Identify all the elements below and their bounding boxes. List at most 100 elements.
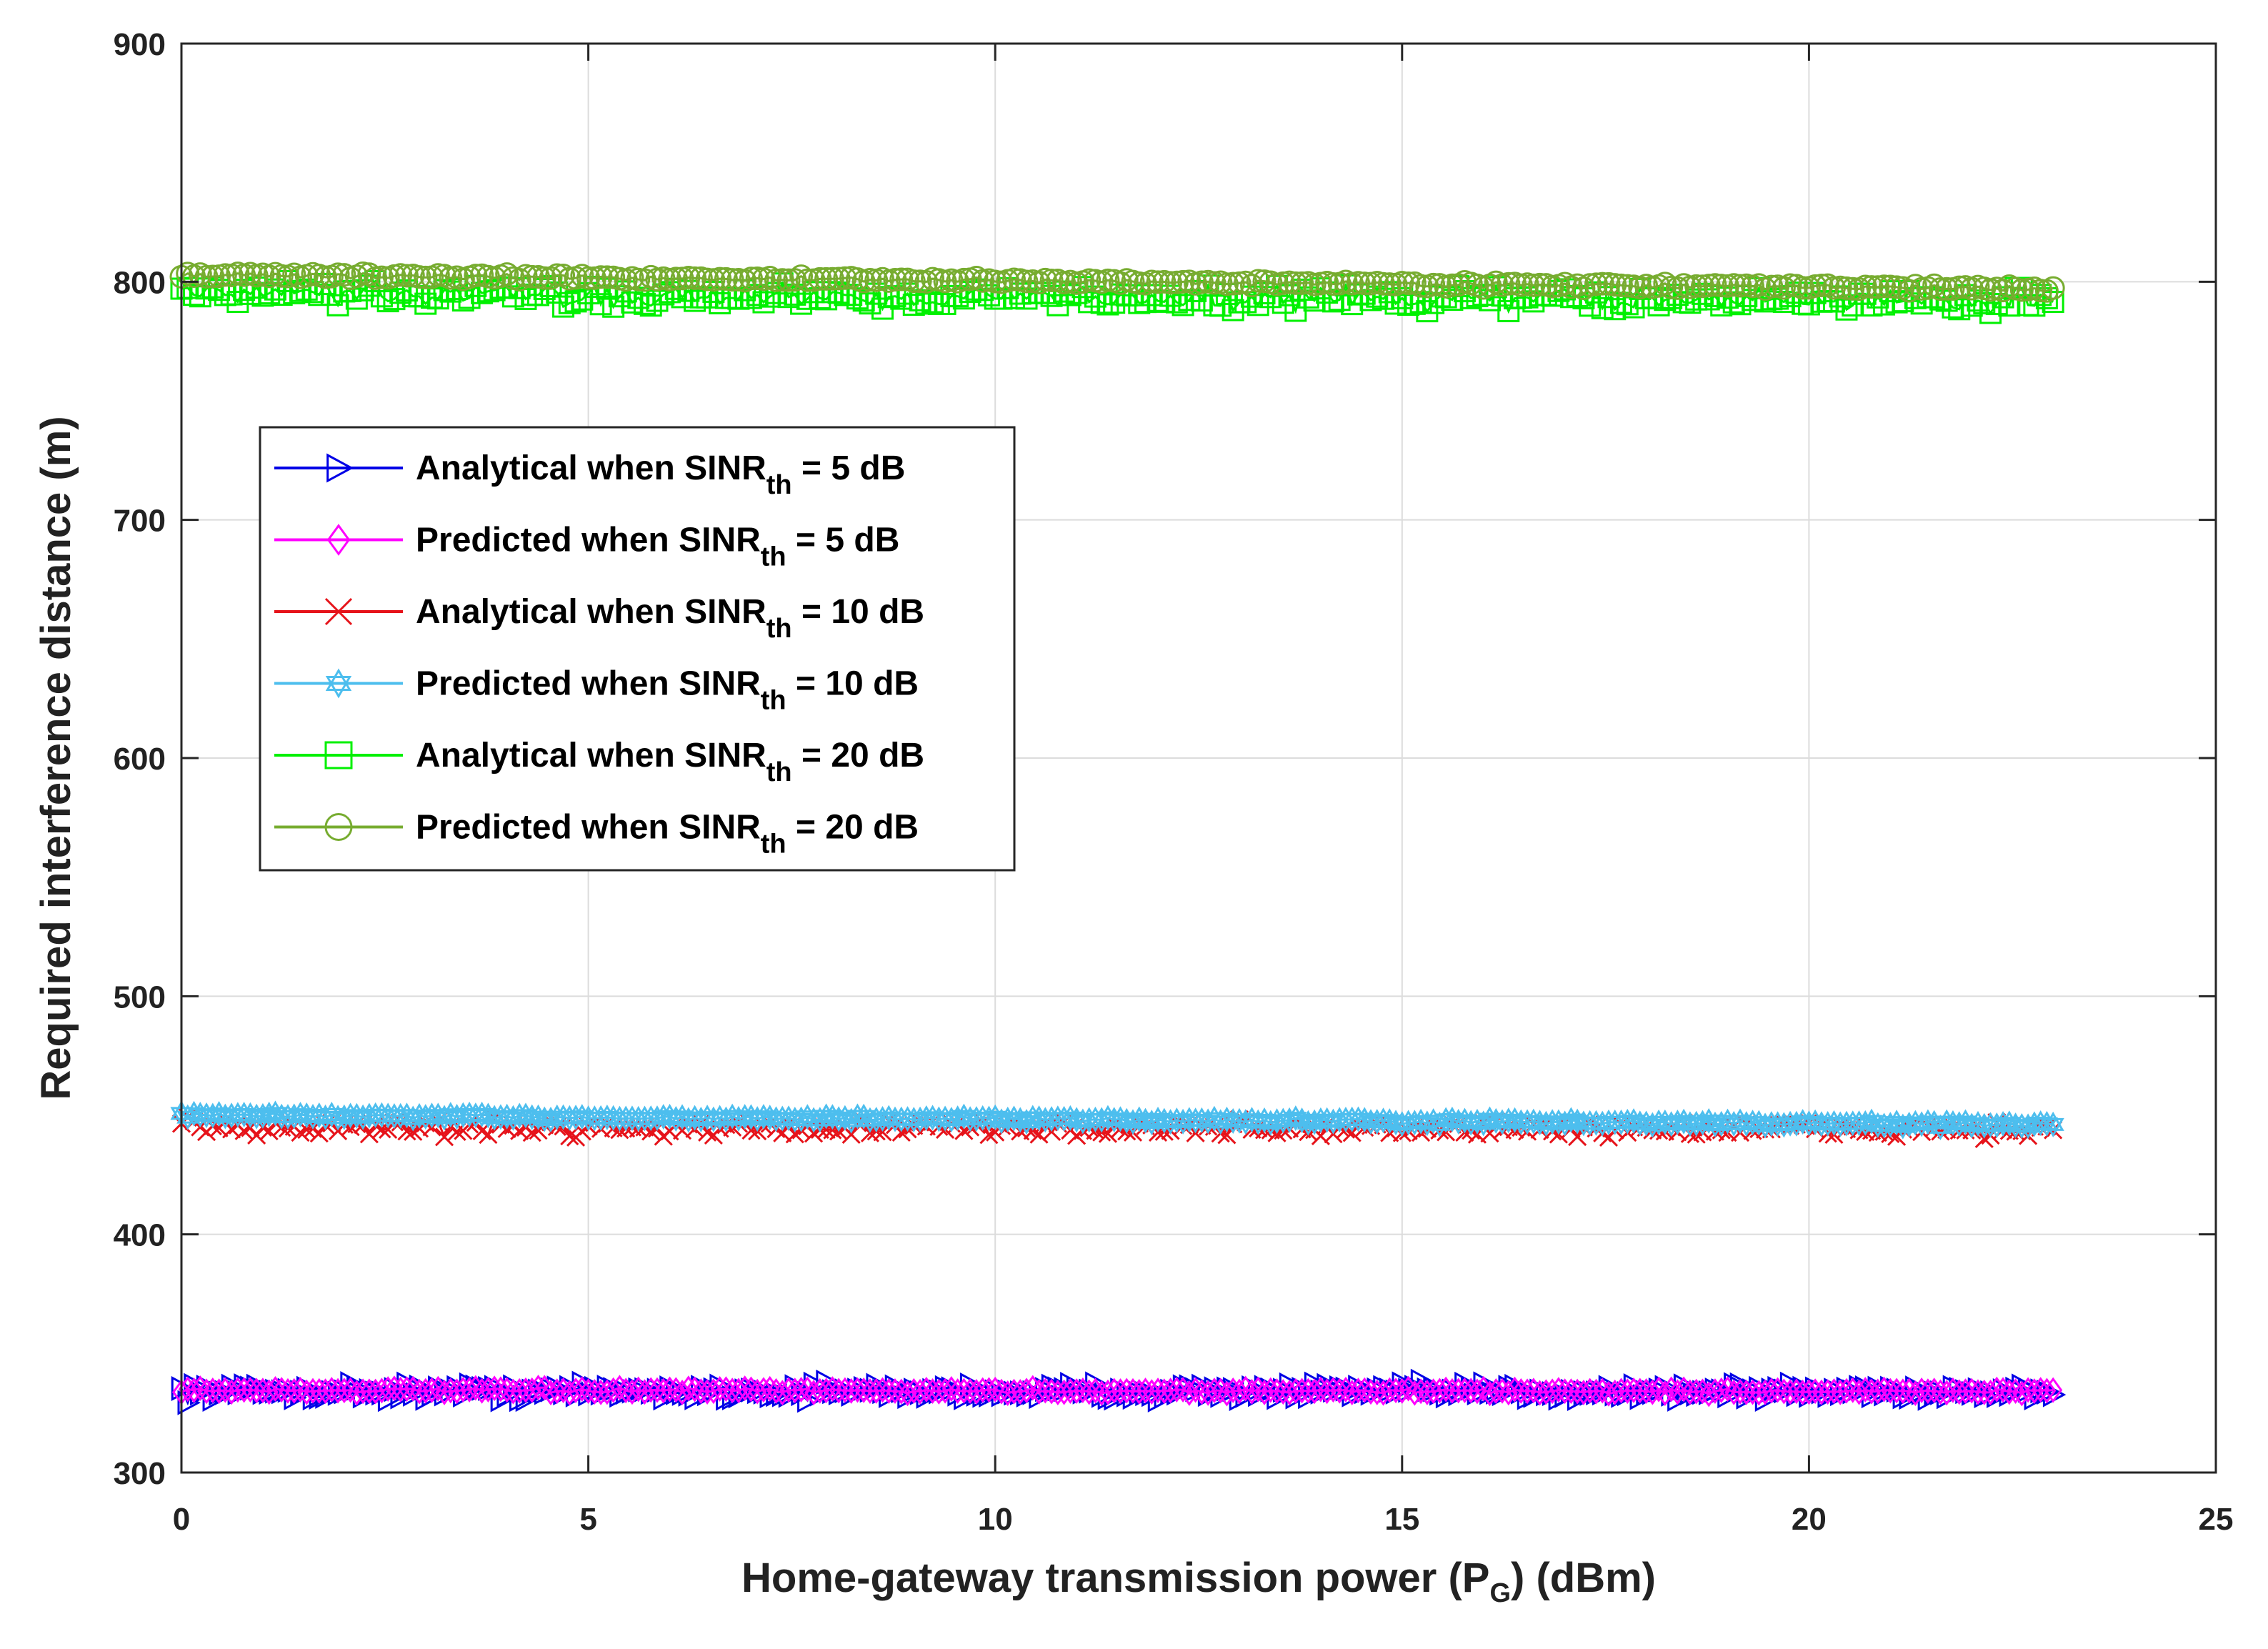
data-point	[1512, 1378, 1531, 1404]
data-point	[216, 1377, 235, 1403]
data-point	[1467, 1378, 1487, 1405]
data-point	[234, 1377, 254, 1403]
data-point	[1887, 1378, 1907, 1404]
data-point	[334, 1378, 354, 1404]
data-point	[783, 268, 807, 292]
data-point	[526, 1110, 550, 1130]
data-point	[2037, 1378, 2057, 1404]
data-point	[1591, 297, 1614, 319]
legend-label-main: Analytical when SINR	[416, 737, 766, 774]
data-point	[324, 741, 353, 769]
data-point	[176, 1104, 199, 1124]
data-point	[940, 1107, 963, 1127]
data-point	[1649, 1376, 1669, 1403]
data-point	[1405, 1380, 1424, 1406]
data-point	[332, 263, 356, 287]
data-point	[952, 1110, 975, 1130]
axis-ticks: 0 5 10 15 20 25 300 400 500 600 700 800 900	[114, 27, 2234, 1537]
data-point	[264, 1107, 287, 1127]
data-point	[1259, 286, 1282, 309]
data-point	[1061, 1378, 1080, 1404]
data-point	[1991, 279, 2015, 303]
data-point	[404, 1375, 423, 1402]
data-point	[1016, 1378, 1036, 1404]
data-point	[395, 279, 418, 302]
data-point	[1885, 1116, 1908, 1136]
data-point	[1935, 289, 1958, 312]
y-tick-label: 900	[114, 27, 166, 62]
y-tick-label: 300	[114, 1456, 166, 1491]
data-point	[1361, 1379, 1381, 1405]
data-point	[1987, 1376, 2007, 1403]
data-point	[439, 280, 462, 303]
data-point	[414, 292, 437, 315]
data-point	[326, 294, 349, 317]
data-point	[986, 1376, 1005, 1403]
data-point	[1522, 1115, 1545, 1135]
data-point	[552, 295, 575, 318]
data-point	[1286, 1378, 1305, 1404]
data-point	[1624, 1377, 1644, 1403]
data-point	[1874, 1376, 1894, 1403]
data-point	[1071, 1108, 1094, 1128]
data-point	[397, 1376, 416, 1403]
data-point	[1129, 1379, 1149, 1405]
data-point	[572, 1376, 591, 1402]
data-point	[301, 281, 324, 304]
data-point	[809, 1107, 831, 1127]
data-point	[184, 1377, 204, 1403]
data-point	[2024, 1378, 2044, 1405]
data-point	[1290, 271, 1314, 295]
data-point	[1123, 1378, 1143, 1404]
data-point	[1998, 294, 2021, 317]
data-point	[1878, 274, 1902, 299]
data-point	[1781, 1379, 1800, 1405]
y-tick-label: 800	[114, 265, 166, 300]
data-point	[1693, 1378, 1712, 1405]
data-point	[1409, 274, 1433, 298]
data-point	[1522, 273, 1546, 297]
data-point	[476, 280, 499, 303]
data-point	[1762, 1378, 1781, 1404]
data-point	[269, 264, 294, 288]
data-point	[764, 268, 788, 292]
data-point	[2009, 278, 2034, 302]
data-point	[1778, 273, 1802, 297]
data-point	[233, 279, 256, 302]
data-point	[195, 277, 218, 300]
data-point	[564, 290, 587, 313]
data-point	[709, 292, 731, 314]
data-point	[1549, 1377, 1568, 1403]
data-point	[1497, 271, 1521, 296]
data-point	[2019, 1377, 2038, 1403]
data-point	[314, 265, 338, 289]
data-point	[941, 1376, 961, 1402]
data-point	[816, 1378, 836, 1404]
data-series	[169, 261, 2067, 1415]
legend-marker-x-icon	[324, 597, 353, 626]
legend-label: Analytical when SINRth = 10 dB	[416, 593, 924, 644]
data-point	[426, 263, 450, 287]
data-point	[247, 1125, 266, 1145]
data-point	[1491, 1109, 1514, 1129]
data-point	[1292, 1378, 1312, 1404]
data-point	[1086, 1378, 1105, 1404]
x-axis-label-sub: G	[1489, 1578, 1511, 1608]
data-point	[746, 284, 769, 307]
legend-marker-square-icon	[324, 741, 353, 769]
data-point	[1416, 300, 1439, 323]
data-point	[652, 283, 675, 306]
data-point	[660, 1376, 679, 1403]
data-point	[1580, 1378, 1599, 1404]
data-point	[539, 1107, 562, 1127]
data-point	[357, 262, 381, 287]
data-point	[760, 1375, 779, 1402]
data-point	[779, 1377, 799, 1403]
data-point	[1487, 1378, 1506, 1404]
data-point	[1147, 1112, 1169, 1132]
data-point	[954, 1378, 974, 1404]
data-point	[1136, 1378, 1155, 1404]
data-point	[1209, 294, 1232, 317]
data-point	[622, 1379, 641, 1405]
data-point	[739, 266, 763, 291]
